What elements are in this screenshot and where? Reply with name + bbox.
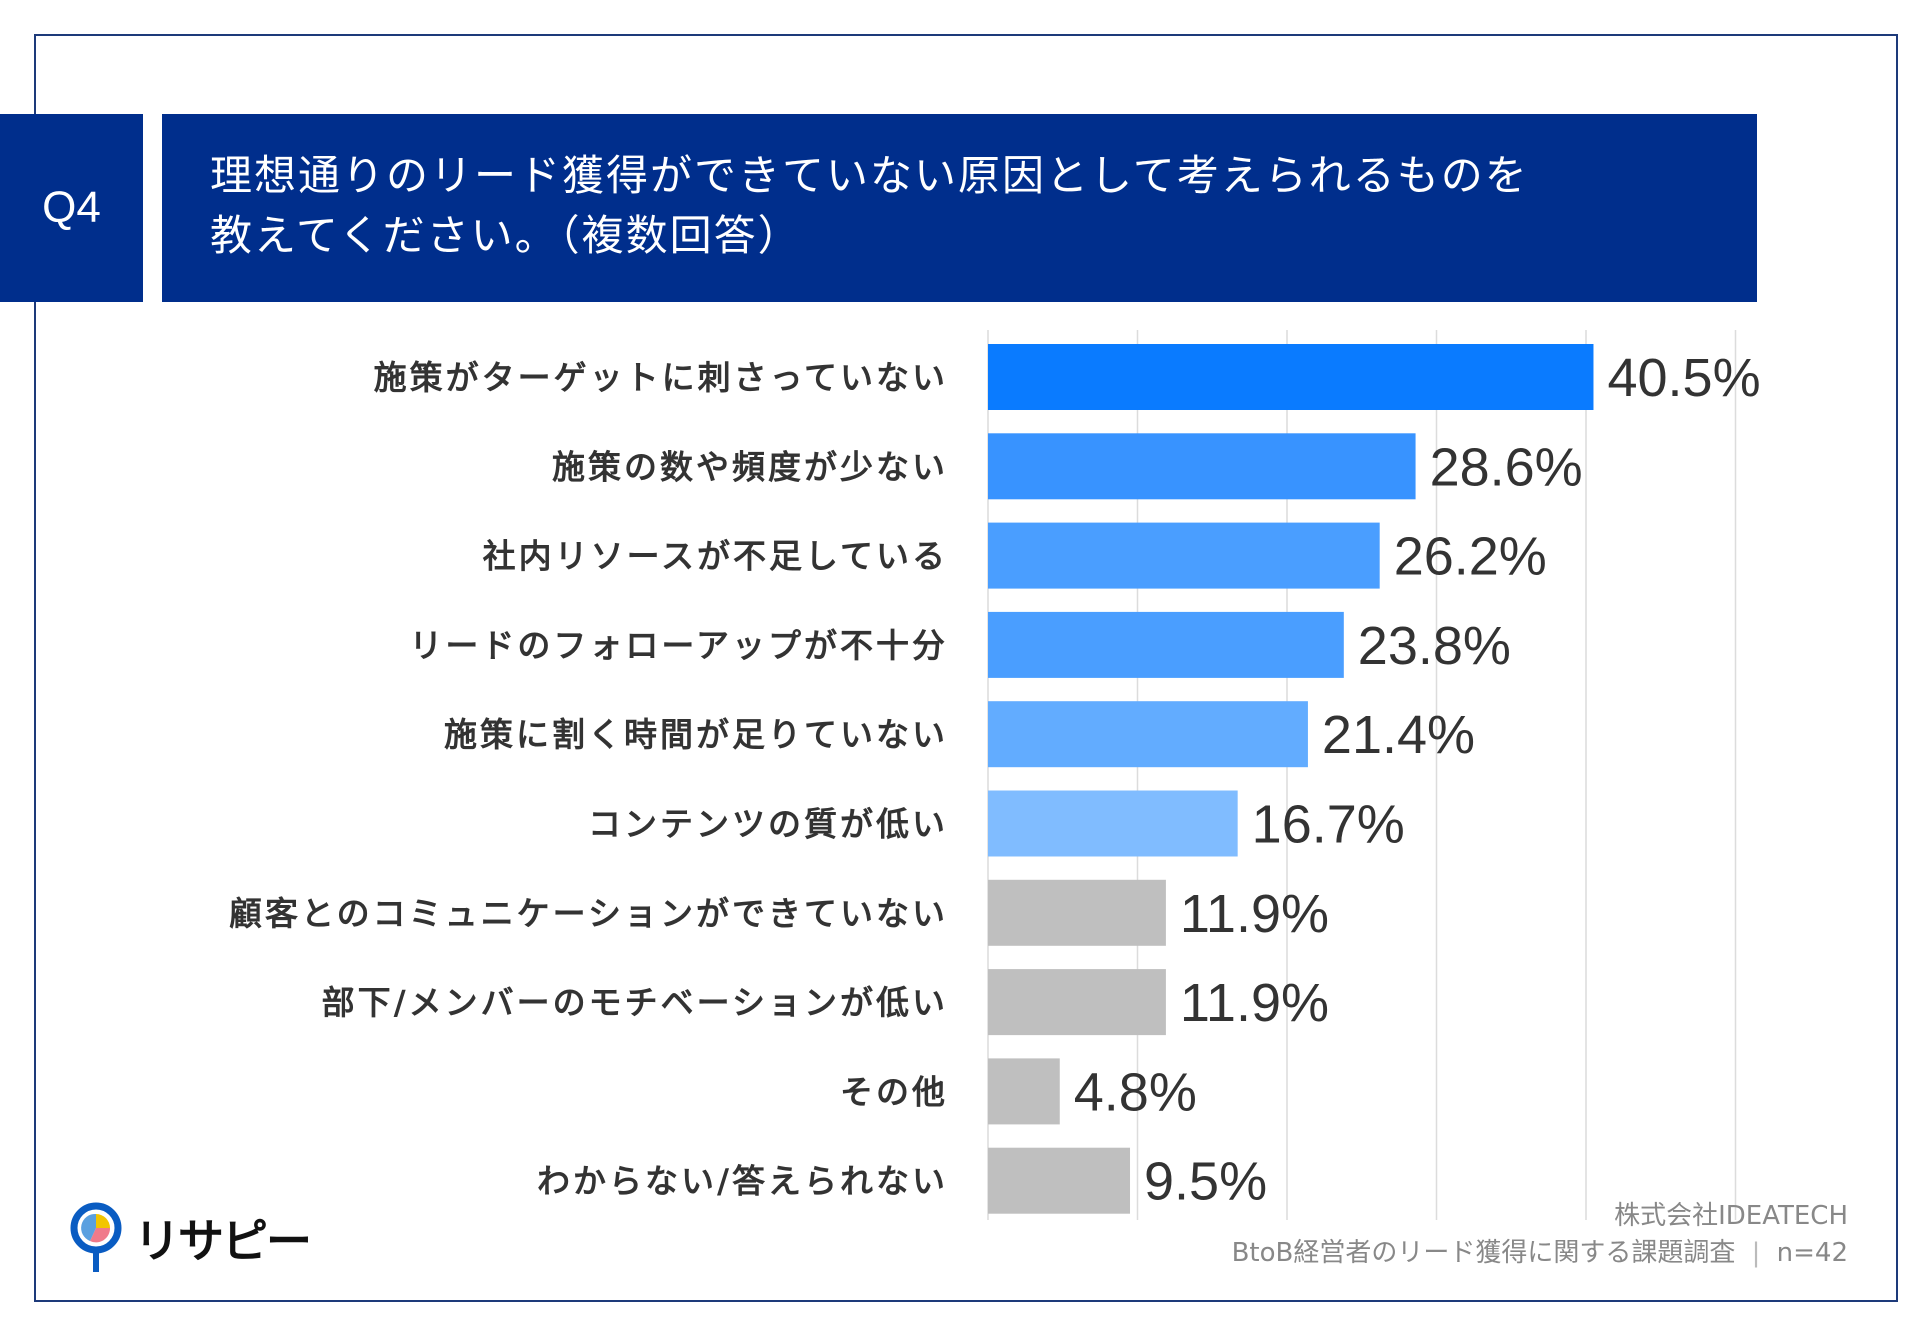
bar: [988, 701, 1308, 768]
question-number: Q4: [42, 183, 101, 232]
logo: リサピー: [70, 1202, 312, 1273]
bar: [988, 611, 1344, 678]
data-label: 23.8%: [1358, 616, 1511, 676]
data-label: 21.4%: [1322, 705, 1475, 765]
data-label: 9.5%: [1144, 1152, 1267, 1212]
category-label: その他: [840, 1072, 948, 1111]
category-label: 部下/メンバーのモチベーションが低い: [322, 983, 948, 1022]
category-label: リードのフォローアップが不十分: [409, 626, 948, 665]
category-label: 施策がターゲットに刺さっていない: [374, 358, 948, 397]
bar: [988, 969, 1166, 1036]
bar: [988, 790, 1238, 857]
data-label: 28.6%: [1430, 437, 1583, 497]
bar: [988, 522, 1380, 589]
title-line-1: 理想通りのリード獲得ができていない原因として考えられるものを: [210, 151, 1529, 200]
logo-pin-icon: [70, 1202, 122, 1272]
question-number-badge: Q4: [0, 114, 143, 302]
separator: |: [1751, 1238, 1761, 1268]
logo-text: リサピー: [134, 1214, 312, 1268]
data-label: 40.5%: [1607, 348, 1760, 408]
sample-size: n=42: [1776, 1238, 1848, 1268]
category-label: コンテンツの質が低い: [588, 805, 948, 844]
bar: [988, 1147, 1131, 1214]
question-title: 理想通りのリード獲得ができていない原因として考えられるものを 教えてください。（…: [162, 114, 1757, 302]
data-label: 16.7%: [1252, 795, 1405, 855]
category-label: 社内リソースが不足している: [483, 537, 948, 576]
data-label: 11.9%: [1180, 973, 1329, 1033]
category-label: 施策に割く時間が足りていない: [444, 715, 948, 754]
title-line-2: 教えてください。（複数回答）: [210, 211, 802, 260]
bar: [988, 879, 1166, 946]
bar: [988, 344, 1594, 410]
chart-frame: [34, 34, 1898, 1302]
category-label: わからない/答えられない: [537, 1162, 948, 1201]
footer-survey: BtoB経営者のリード獲得に関する課題調査 | n=42: [1232, 1232, 1848, 1269]
survey-name: BtoB経営者のリード獲得に関する課題調査: [1231, 1238, 1736, 1268]
data-label: 11.9%: [1180, 884, 1329, 944]
bar: [988, 1058, 1060, 1125]
data-label: 26.2%: [1394, 527, 1547, 587]
bar: [988, 433, 1416, 500]
category-label: 顧客とのコミュニケーションができていない: [229, 894, 948, 933]
footer-company: 株式会社IDEATECH: [1614, 1201, 1848, 1231]
data-label: 4.8%: [1074, 1062, 1197, 1122]
category-label: 施策の数や頻度が少ない: [552, 447, 948, 486]
